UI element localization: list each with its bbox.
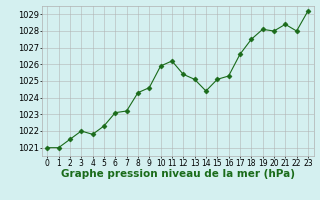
X-axis label: Graphe pression niveau de la mer (hPa): Graphe pression niveau de la mer (hPa): [60, 169, 295, 179]
